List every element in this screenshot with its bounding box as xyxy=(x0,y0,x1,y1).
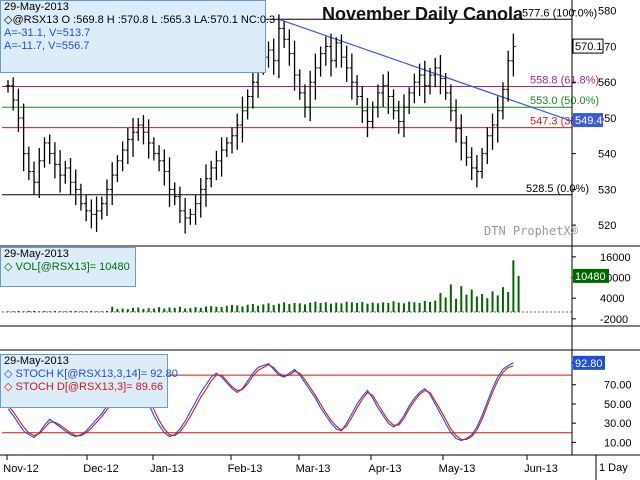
stoch-tick-label: 10.00 xyxy=(604,437,632,449)
last-price-box xyxy=(572,38,604,54)
price-tick-label: 520 xyxy=(598,220,616,232)
marker-box xyxy=(573,113,603,128)
annotation-2: A=-11.7, V=556.7 xyxy=(4,40,90,52)
timeframe-label: 1 Day xyxy=(599,462,628,474)
stoch-last-value: 92.80 xyxy=(575,358,603,370)
stoch-tick-label: 50.00 xyxy=(604,399,632,411)
price-tick-label: 580 xyxy=(598,6,616,18)
fib-level-label: 558.8 (61.8%) xyxy=(530,74,599,86)
fib-level-label: 528.5 (0.0%) xyxy=(526,183,589,195)
chart-title: November Daily Canola xyxy=(322,4,524,24)
fib-level-label: 577.6 (100.0%) xyxy=(522,7,597,19)
stoch-last-box xyxy=(573,355,605,370)
price-quote: ◇@RSX13 O :569.8 H :570.8 L :565.3 LA:57… xyxy=(4,14,276,26)
stoch-info-panel: 29-May-2013 ◇ STOCH K[@RSX13,3,14]= 92.8… xyxy=(0,354,178,408)
month-label: Mar-13 xyxy=(296,463,331,475)
month-label: Dec-12 xyxy=(83,463,118,475)
price-tick-label: 540 xyxy=(598,149,616,161)
volume-tick-label: 16000 xyxy=(600,252,631,264)
price-date: 29-May-2013 xyxy=(4,1,69,13)
month-label: Jun-13 xyxy=(524,463,558,475)
annotation-1: A=-31.1, V=513.7 xyxy=(4,27,91,39)
stoch-tick-label: 30.00 xyxy=(604,418,632,430)
last-price-value: 570.1 xyxy=(575,41,603,53)
month-label: Jan-13 xyxy=(150,463,184,475)
price-info-panel: 29-May-2013 ◇@RSX13 O :569.8 H :570.8 L … xyxy=(0,0,276,73)
stoch-k-line xyxy=(7,362,514,442)
price-tick-label: 560 xyxy=(598,77,616,89)
stoch-d-line xyxy=(7,363,514,441)
volume-info-panel: 29-May-2013 ◇ VOL[@RSX13]= 10480 xyxy=(0,247,136,287)
stoch-d-label: ◇ STOCH D[@RSX13,3]= 89.66 xyxy=(4,381,164,393)
volume-tick-label: 4000 xyxy=(600,293,624,305)
volume-last-box xyxy=(573,268,609,283)
month-label: Feb-13 xyxy=(228,463,263,475)
month-label: Nov-12 xyxy=(3,463,38,475)
marks-layer xyxy=(5,14,573,442)
month-label: May-13 xyxy=(439,463,476,475)
watermark: DTN ProphetX® xyxy=(484,224,578,238)
marker-value: 549.4 xyxy=(575,115,603,127)
price-tick-label: 530 xyxy=(598,184,616,196)
volume-date: 29-May-2013 xyxy=(4,248,69,260)
month-label: Apr-13 xyxy=(368,463,401,475)
trendline xyxy=(278,18,573,122)
fib-level-label: 553.0 (50.0%) xyxy=(530,95,599,107)
stoch-tick-label: 70.00 xyxy=(604,380,632,392)
stoch-date: 29-May-2013 xyxy=(4,355,69,367)
volume-tick-label: -2000 xyxy=(600,314,628,326)
volume-label: ◇ VOL[@RSX13]= 10480 xyxy=(4,261,130,273)
volume-last-value: 10480 xyxy=(575,271,606,283)
stoch-k-label: ◇ STOCH K[@RSX13,3,14]= 92.80 xyxy=(4,368,178,380)
